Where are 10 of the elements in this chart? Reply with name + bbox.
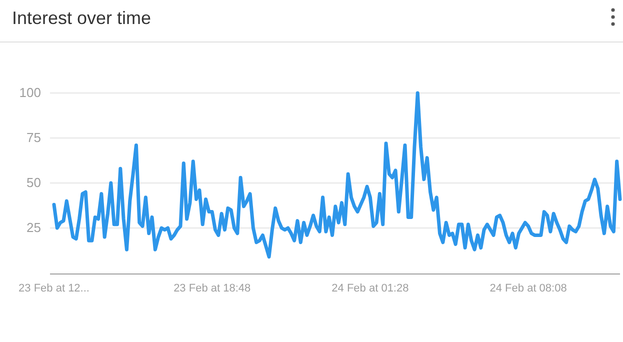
x-tick-label: 24 Feb at 08:08 [490,282,567,294]
line-series [52,91,622,259]
x-tick-label: 23 Feb at 12... [18,282,90,294]
chart-title: Interest over time [12,8,152,28]
y-tick-label: 75 [26,130,41,146]
x-tick-label: 24 Feb at 01:28 [332,282,409,294]
x-tick-label: 23 Feb at 18:48 [174,282,251,294]
y-tick-label: 25 [26,220,41,236]
y-tick-label: 50 [26,175,41,190]
y-tick-label: 100 [19,85,41,100]
